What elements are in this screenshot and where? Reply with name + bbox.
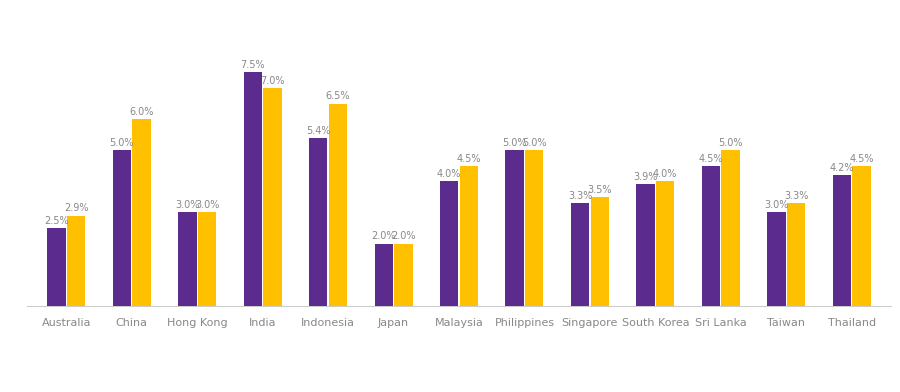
Text: 3.0%: 3.0% — [764, 200, 788, 210]
Bar — [832, 175, 851, 306]
Text: 3.0%: 3.0% — [176, 200, 200, 210]
Text: 4.0%: 4.0% — [437, 169, 462, 179]
Bar — [506, 150, 524, 306]
Text: 5.0%: 5.0% — [110, 138, 134, 148]
Text: 2.0%: 2.0% — [372, 231, 396, 241]
Bar — [571, 203, 590, 306]
Text: 3.0%: 3.0% — [194, 200, 220, 210]
Text: 2.9%: 2.9% — [64, 203, 88, 213]
Text: 3.3%: 3.3% — [568, 191, 592, 201]
Bar — [132, 119, 150, 306]
Text: 3.9%: 3.9% — [634, 172, 658, 182]
Text: 7.5%: 7.5% — [240, 60, 266, 70]
Text: 4.2%: 4.2% — [830, 163, 854, 173]
Text: 7.0%: 7.0% — [260, 76, 284, 86]
Text: 2.0%: 2.0% — [392, 231, 416, 241]
Bar — [590, 197, 609, 306]
Bar — [48, 228, 66, 306]
Bar — [309, 138, 328, 306]
Bar — [264, 88, 282, 306]
Text: 5.0%: 5.0% — [502, 138, 526, 148]
Text: 6.5%: 6.5% — [326, 91, 350, 102]
Bar — [722, 150, 740, 306]
Bar — [328, 103, 347, 306]
Text: 2.5%: 2.5% — [44, 216, 68, 226]
Bar — [702, 166, 720, 306]
Bar — [787, 203, 806, 306]
Bar — [112, 150, 131, 306]
Bar — [440, 181, 458, 306]
Bar — [460, 166, 478, 306]
Bar — [636, 185, 654, 306]
Bar — [244, 73, 262, 306]
Bar — [525, 150, 544, 306]
Text: 4.5%: 4.5% — [698, 154, 724, 163]
Text: 4.5%: 4.5% — [456, 154, 482, 163]
Text: 4.0%: 4.0% — [653, 169, 678, 179]
Text: 6.0%: 6.0% — [130, 107, 154, 117]
Bar — [852, 166, 870, 306]
Text: 5.0%: 5.0% — [522, 138, 546, 148]
Text: 3.3%: 3.3% — [784, 191, 808, 201]
Bar — [198, 212, 216, 306]
Text: 5.4%: 5.4% — [306, 125, 330, 136]
Bar — [374, 243, 393, 306]
Bar — [67, 216, 86, 306]
Bar — [178, 212, 196, 306]
Bar — [768, 212, 786, 306]
Bar — [656, 181, 674, 306]
Bar — [394, 243, 412, 306]
Text: 5.0%: 5.0% — [718, 138, 742, 148]
Text: 3.5%: 3.5% — [588, 185, 612, 195]
Text: 4.5%: 4.5% — [850, 154, 874, 163]
